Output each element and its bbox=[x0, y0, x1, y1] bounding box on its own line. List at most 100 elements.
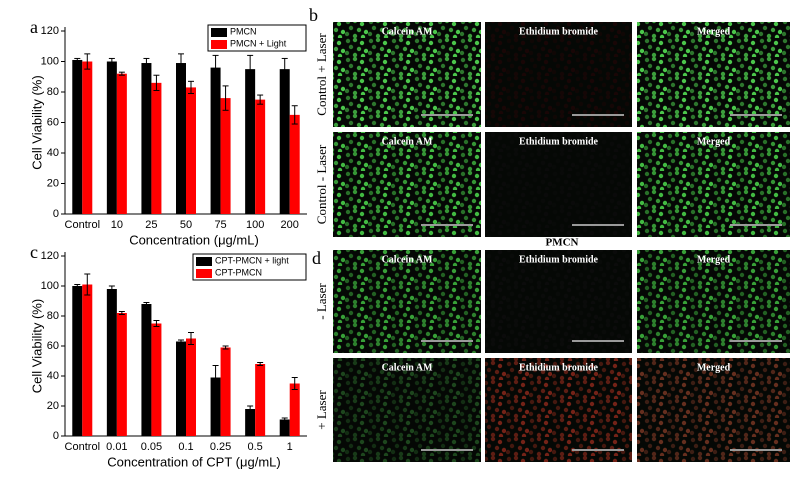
x-tick-label: Control bbox=[65, 219, 100, 231]
bar bbox=[116, 73, 127, 214]
x-tick-label: Control bbox=[65, 441, 100, 453]
error-bar bbox=[108, 57, 115, 66]
micrograph-title: Ethidium bromide bbox=[519, 26, 599, 37]
error-bar bbox=[247, 54, 254, 84]
x-tick-label: 25 bbox=[145, 219, 157, 231]
y-tick-label: 80 bbox=[47, 86, 59, 98]
micrograph-title: Ethidium bromide bbox=[519, 136, 599, 147]
bar bbox=[279, 419, 290, 436]
row-label: Control - Laser bbox=[314, 144, 329, 224]
legend-swatch bbox=[196, 269, 212, 278]
error-bar bbox=[178, 339, 184, 344]
x-axis-title: Concentration (μg/mL) bbox=[129, 232, 259, 247]
y-tick-label: 120 bbox=[41, 25, 59, 37]
micrograph bbox=[333, 132, 481, 237]
error-bar bbox=[153, 320, 160, 327]
caption: PMCN bbox=[546, 237, 579, 249]
x-tick-label: 1 bbox=[287, 441, 293, 453]
error-bar bbox=[281, 57, 288, 81]
y-axis-title: Cell Viability (%) bbox=[29, 75, 44, 169]
y-tick-label: 80 bbox=[47, 310, 59, 322]
bar bbox=[72, 286, 83, 436]
bar bbox=[151, 323, 162, 436]
panel-label: b bbox=[309, 5, 318, 25]
error-bar bbox=[188, 80, 194, 95]
error-bar bbox=[212, 54, 219, 81]
error-bar bbox=[84, 273, 91, 296]
micrograph bbox=[637, 132, 790, 237]
bar bbox=[220, 98, 231, 214]
micrograph-title: Merged bbox=[697, 254, 731, 265]
x-tick-label: 75 bbox=[214, 219, 226, 231]
micrograph bbox=[333, 250, 481, 353]
bar bbox=[279, 69, 290, 214]
error-bar bbox=[74, 284, 81, 288]
bar bbox=[106, 289, 117, 436]
error-bar bbox=[222, 345, 229, 350]
x-tick-label: 0.1 bbox=[178, 441, 193, 453]
y-tick-label: 0 bbox=[53, 208, 59, 220]
legend: PMCN PMCN + Light bbox=[207, 24, 307, 52]
bar bbox=[116, 313, 127, 436]
bar bbox=[72, 59, 83, 214]
micrograph-title: Merged bbox=[697, 136, 731, 147]
bar bbox=[186, 338, 196, 436]
row-label: + Laser bbox=[314, 390, 329, 430]
y-tick-label: 40 bbox=[47, 370, 59, 382]
error-bar bbox=[84, 53, 91, 70]
x-axis-title: Concentration of CPT (μg/mL) bbox=[107, 454, 280, 469]
bar bbox=[186, 87, 196, 214]
bar bbox=[255, 364, 266, 436]
micrograph bbox=[637, 358, 790, 462]
micrograph bbox=[485, 132, 632, 237]
bar bbox=[210, 377, 221, 436]
bar bbox=[151, 82, 162, 214]
x-tick-label: 0.01 bbox=[106, 441, 127, 453]
y-tick-label: 0 bbox=[53, 430, 59, 442]
micrograph-title: Ethidium bromide bbox=[519, 254, 599, 265]
bar bbox=[289, 383, 300, 436]
y-tick-label: 40 bbox=[47, 147, 59, 159]
bar bbox=[82, 61, 93, 214]
y-tick-label: 60 bbox=[47, 116, 59, 128]
legend-swatch bbox=[211, 40, 227, 49]
y-tick-label: 100 bbox=[41, 55, 59, 67]
bar bbox=[176, 341, 186, 436]
error-bar bbox=[153, 74, 160, 91]
micrograph bbox=[637, 250, 790, 353]
error-bar bbox=[291, 377, 298, 390]
x-tick-label: 0.25 bbox=[210, 441, 231, 453]
x-tick-label: 50 bbox=[180, 219, 192, 231]
y-tick-label: 20 bbox=[47, 400, 59, 412]
legend-label: CPT-PMCN + light bbox=[215, 255, 289, 265]
bar bbox=[106, 61, 117, 214]
x-tick-label: 0.5 bbox=[247, 441, 262, 453]
error-bar bbox=[257, 94, 264, 105]
panel-label: c bbox=[30, 242, 38, 262]
micrograph bbox=[333, 358, 481, 462]
x-tick-label: 200 bbox=[281, 219, 299, 231]
x-tick-label: 0.05 bbox=[141, 441, 162, 453]
y-tick-label: 60 bbox=[47, 340, 59, 352]
bar bbox=[220, 347, 231, 436]
bar bbox=[255, 99, 266, 214]
legend-label: PMCN + Light bbox=[230, 38, 287, 48]
error-bar bbox=[222, 85, 229, 111]
micrograph-title: Calcein AM bbox=[382, 254, 433, 265]
legend-swatch bbox=[196, 257, 212, 266]
error-bar bbox=[143, 57, 150, 69]
error-bar bbox=[178, 53, 184, 73]
x-tick-label: 100 bbox=[246, 219, 264, 231]
error-bar bbox=[108, 285, 115, 293]
error-bar bbox=[247, 405, 254, 413]
y-axis-title: Cell Viability (%) bbox=[29, 299, 44, 393]
legend-label: PMCN bbox=[230, 26, 257, 36]
micrograph-title: Merged bbox=[697, 26, 731, 37]
bar bbox=[245, 409, 256, 436]
micrograph-title: Calcein AM bbox=[382, 136, 433, 147]
x-tick-label: 10 bbox=[111, 219, 123, 231]
error-bar bbox=[118, 71, 125, 76]
y-tick-label: 20 bbox=[47, 177, 59, 189]
micrograph-title: Calcein AM bbox=[382, 362, 433, 373]
